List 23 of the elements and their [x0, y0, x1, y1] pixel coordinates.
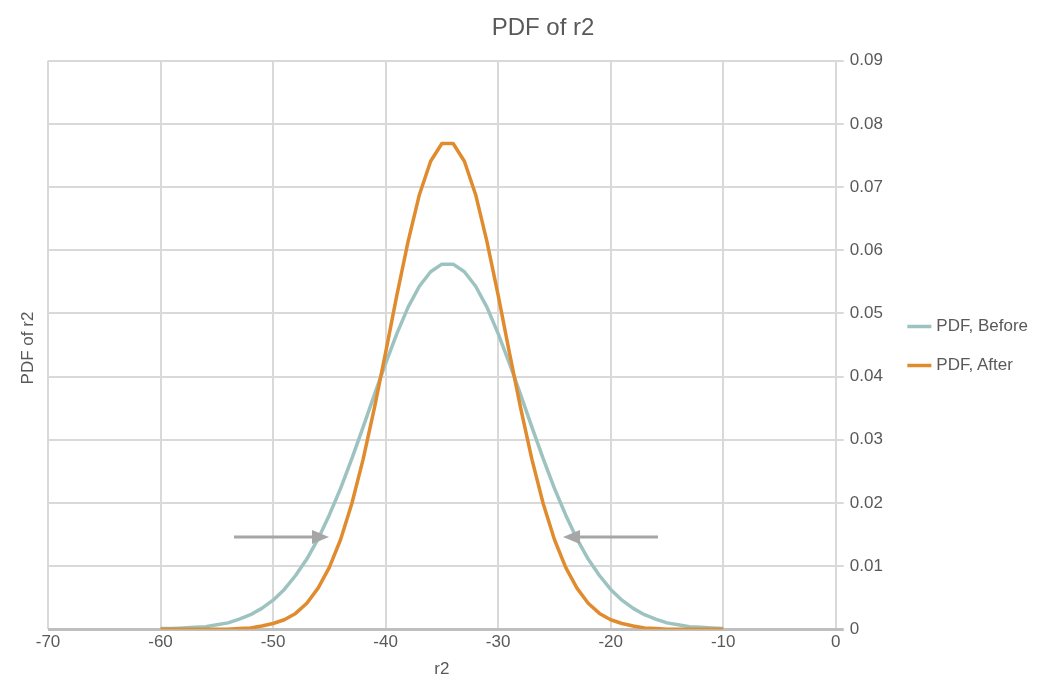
x-tick-label: -70	[35, 632, 61, 652]
y-axis-title: PDF of r2	[18, 311, 38, 385]
y-tick-label: 0.09	[849, 50, 883, 70]
y-tick-label: 0.07	[849, 176, 883, 196]
x-tick-label: -50	[260, 632, 286, 652]
x-tick-label: -60	[148, 632, 173, 652]
legend-label: PDF, Before	[936, 316, 1029, 336]
y-tick-label: 0.02	[849, 492, 883, 512]
x-tick-label: -10	[710, 632, 736, 652]
y-tick-label: 0.04	[849, 366, 883, 386]
y-tick-label: 0	[849, 618, 860, 638]
y-tick-label: 0.06	[849, 239, 883, 259]
x-axis-title: r2	[434, 659, 450, 679]
y-tick-label: 0.08	[849, 113, 883, 133]
y-tick-label: 0.05	[849, 303, 883, 323]
chart-title: PDF of r2	[491, 13, 595, 41]
x-tick-label: -20	[598, 632, 623, 652]
x-tick-label: -30	[485, 632, 511, 652]
y-tick-label: 0.03	[849, 429, 883, 449]
legend-label: PDF, After	[936, 355, 1014, 375]
x-tick-label: -40	[373, 632, 398, 652]
x-tick-label: 0	[831, 632, 841, 652]
y-tick-label: 0.01	[849, 555, 883, 575]
